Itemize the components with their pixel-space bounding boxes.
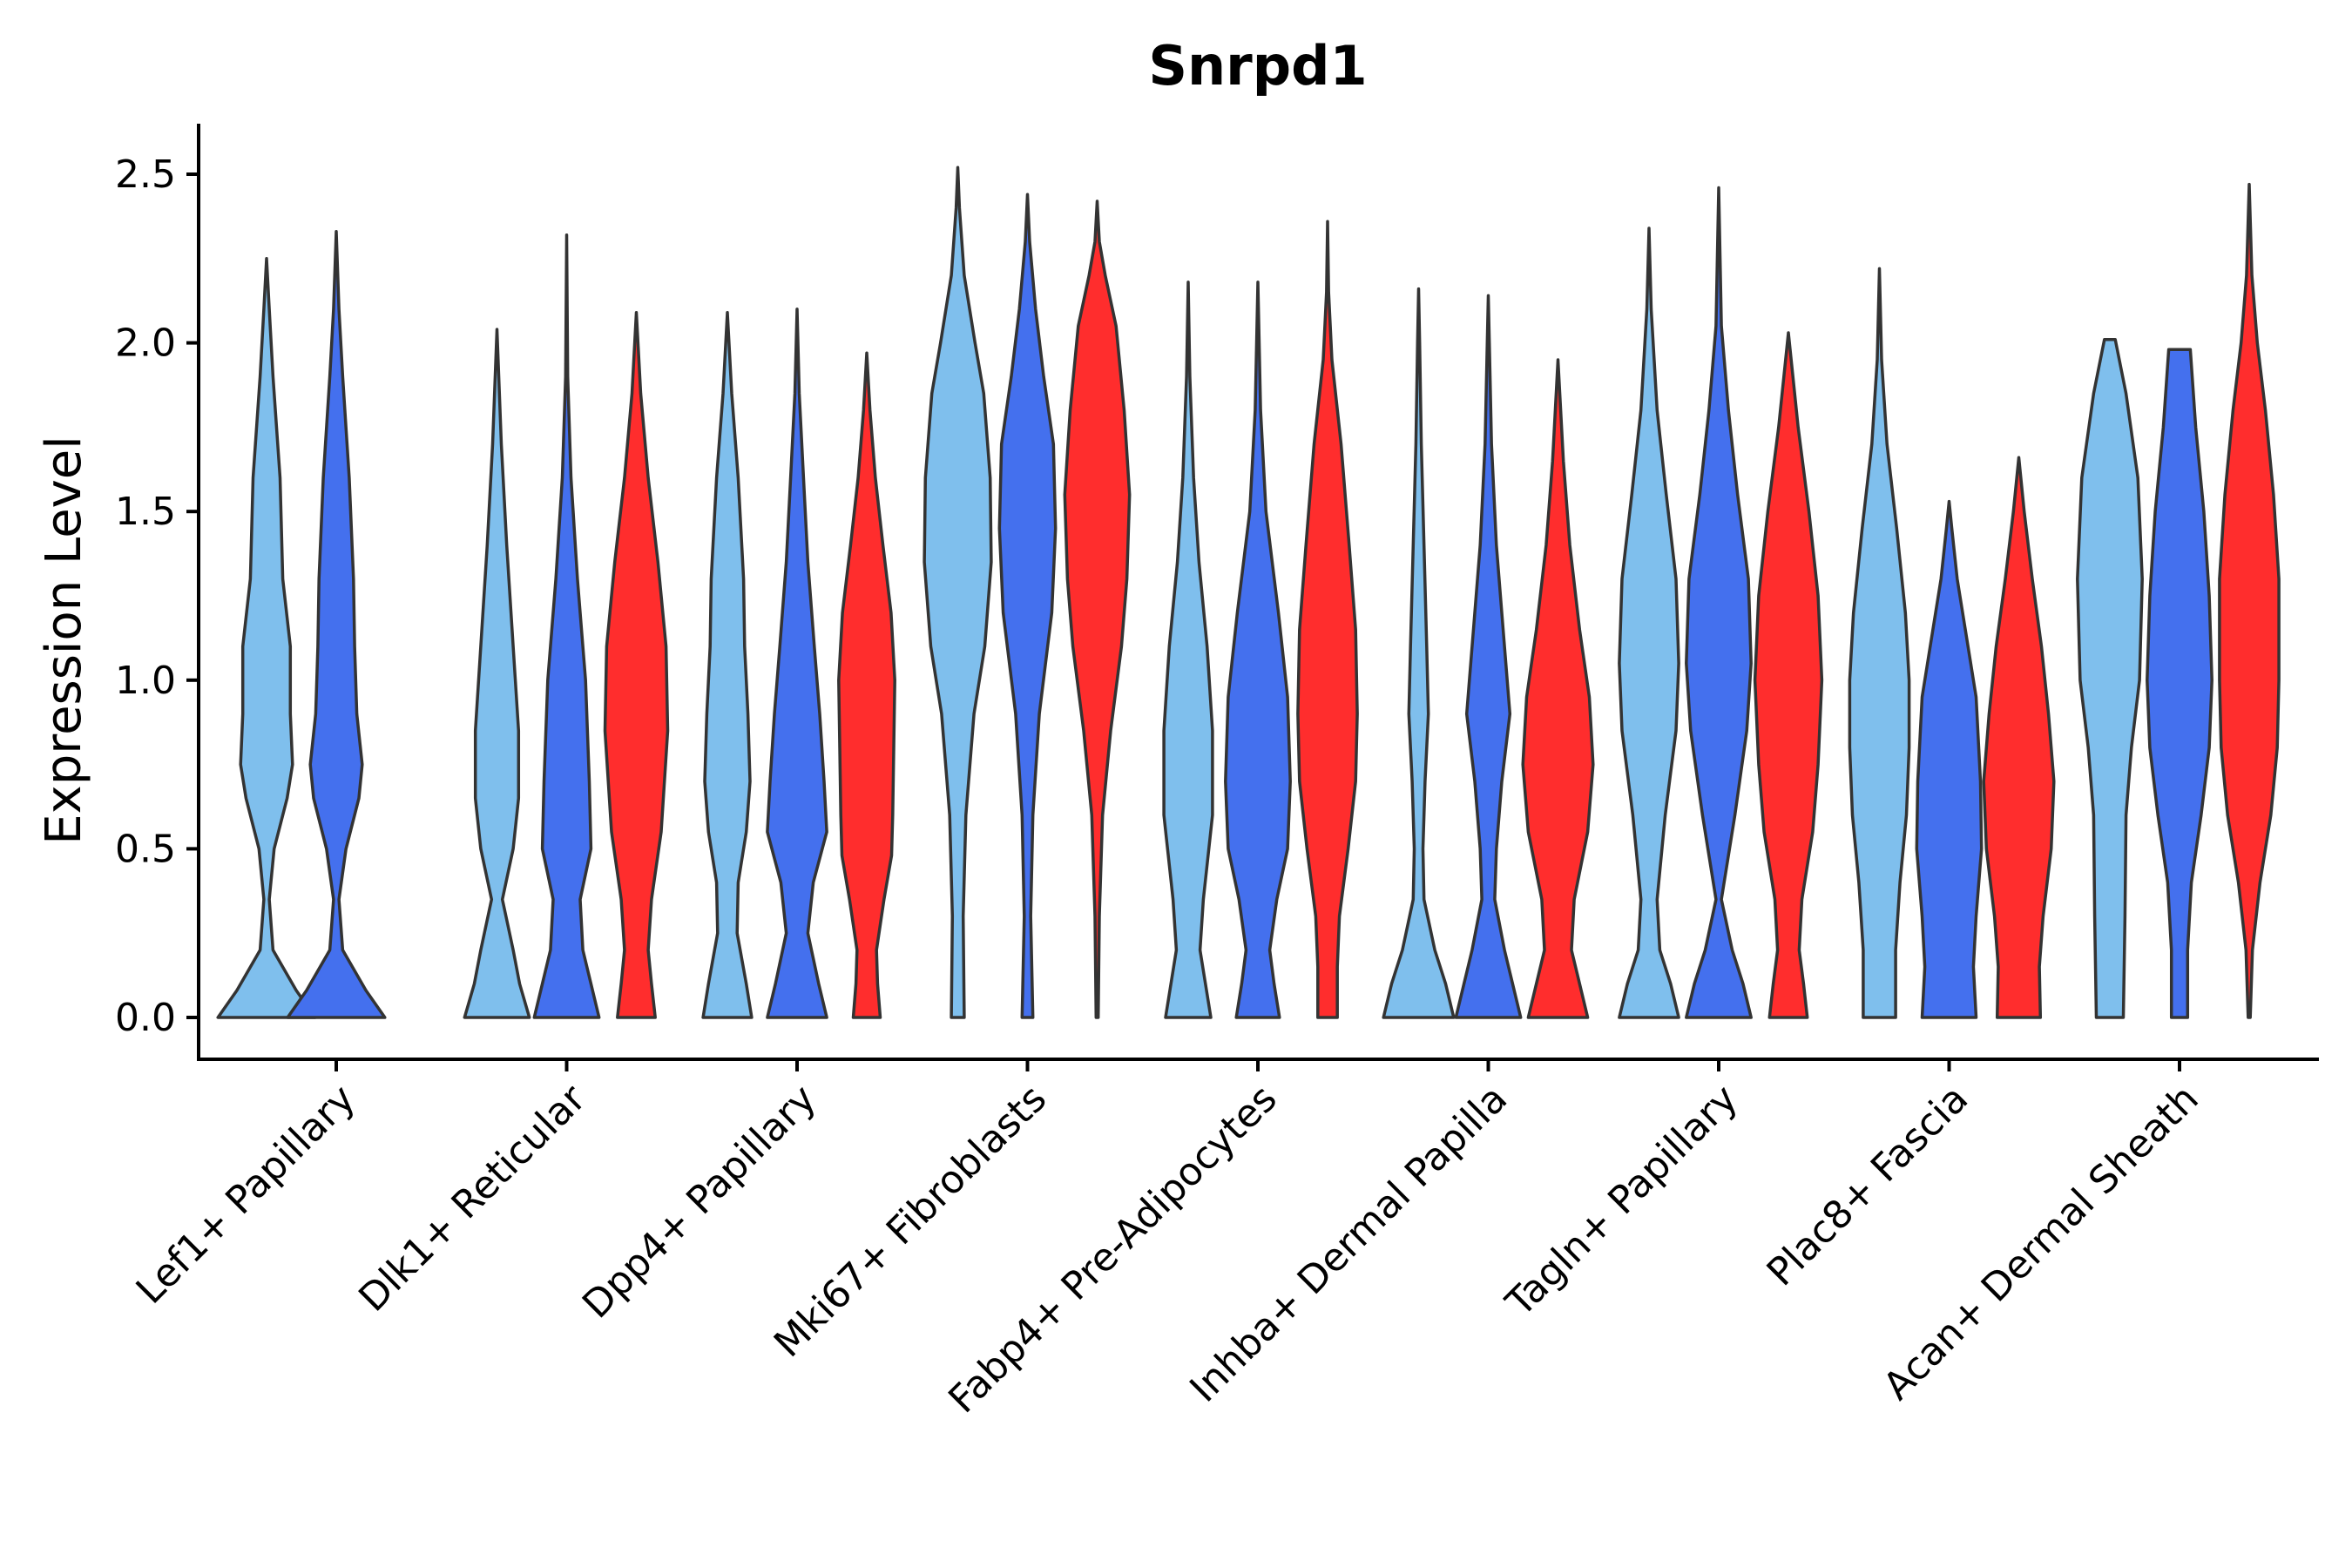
y-axis-label: Expression Level — [36, 436, 92, 845]
y-tick-label: 0.0 — [115, 996, 176, 1040]
violin-7-group1 — [1618, 226, 1680, 1019]
violin-1-group1 — [216, 257, 317, 1019]
violin-5-group1 — [1162, 280, 1214, 1019]
violin-2-group1 — [463, 328, 531, 1019]
violin-1-group2 — [286, 230, 387, 1019]
violin-6-group2 — [1454, 294, 1523, 1019]
violin-2-group2 — [532, 233, 601, 1019]
violin-2-group3 — [603, 311, 670, 1019]
violin-8-group3 — [1982, 456, 2056, 1019]
y-tick-label: 2.0 — [115, 321, 176, 366]
violin-7-group2 — [1685, 186, 1753, 1019]
violin-8-group1 — [1848, 267, 1911, 1019]
y-tick-label: 2.5 — [115, 152, 176, 197]
x-tick-label: Dpp4+ Papillary — [574, 1077, 825, 1328]
y-tick-label: 1.5 — [115, 490, 176, 534]
y-tick-label: 0.5 — [115, 827, 176, 871]
violin-5-group3 — [1296, 220, 1359, 1019]
violins-group — [216, 166, 2281, 1019]
violin-9-group3 — [2218, 182, 2281, 1019]
violin-3-group3 — [837, 351, 896, 1019]
x-tick-label: Tagln+ Papillary — [1497, 1077, 1747, 1326]
violin-7-group3 — [1753, 331, 1824, 1019]
violin-4-group3 — [1063, 199, 1132, 1019]
violin-3-group1 — [701, 311, 754, 1019]
x-tick-label: Dlk1+ Reticular — [350, 1076, 595, 1321]
y-axis-ticks: 0.0 0.5 1.0 1.5 2.0 2.5 — [115, 152, 199, 1040]
violin-3-group2 — [766, 308, 828, 1019]
y-tick-label: 1.0 — [115, 659, 176, 703]
violin-9-group2 — [2146, 348, 2213, 1019]
violin-5-group2 — [1224, 280, 1292, 1019]
axes-lines — [197, 124, 2319, 1061]
x-tick-label: Lef1+ Papillary — [128, 1077, 364, 1313]
violin-4-group2 — [997, 193, 1058, 1019]
violin-9-group1 — [2076, 337, 2144, 1019]
violin-4-group1 — [923, 166, 993, 1019]
x-tick-label: Plac8+ Fascia — [1759, 1077, 1977, 1295]
violin-8-group2 — [1915, 499, 1984, 1019]
chart-title: Snrpd1 — [1148, 34, 1367, 98]
violin-6-group1 — [1382, 287, 1456, 1019]
violin-6-group3 — [1521, 358, 1595, 1019]
